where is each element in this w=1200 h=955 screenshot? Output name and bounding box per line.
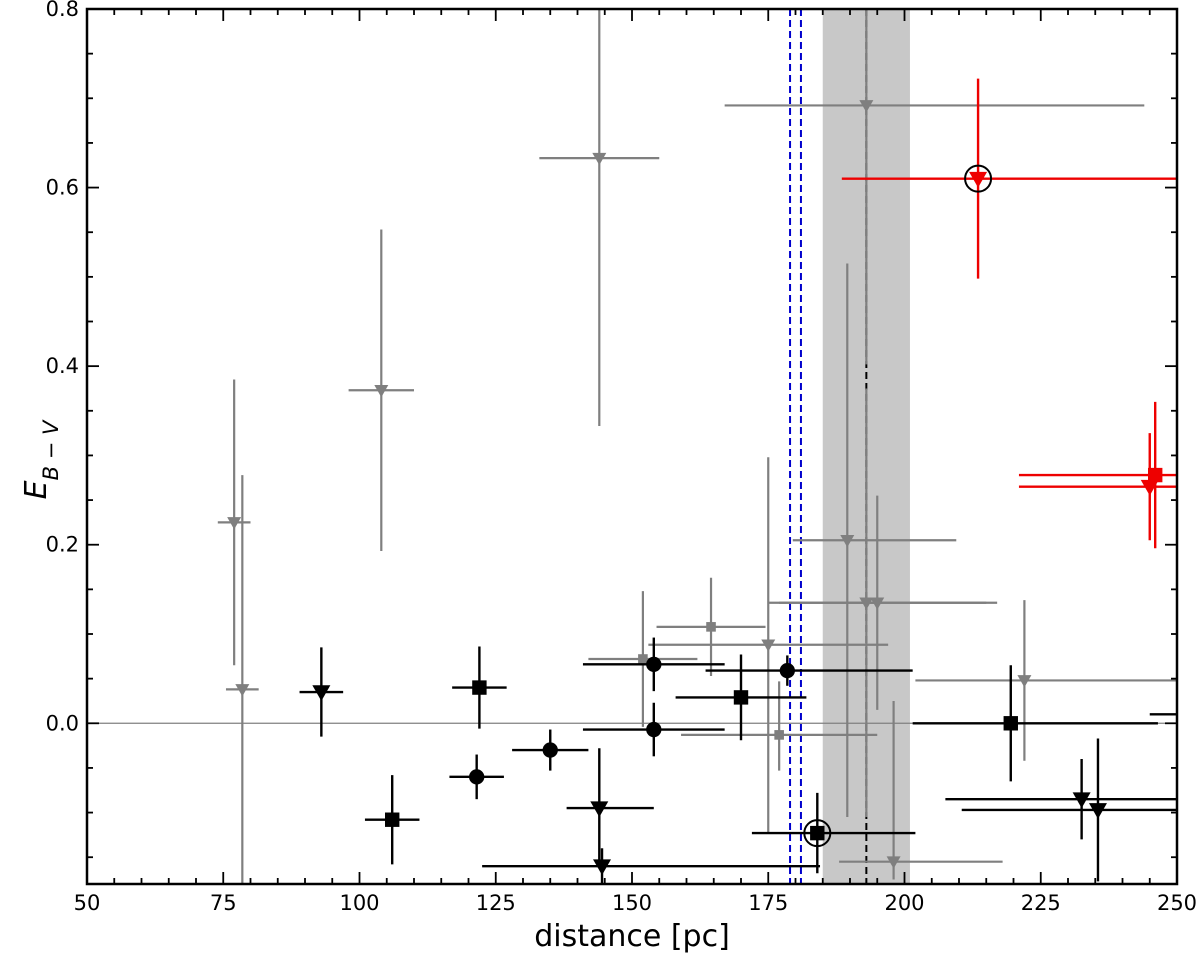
marker-triangle	[590, 801, 609, 818]
data-point-black-7	[582, 637, 725, 692]
x-tick-label: 250	[1157, 891, 1197, 915]
data-point-black-4	[512, 729, 589, 771]
x-tick-label: 225	[1021, 891, 1061, 915]
marker-triangle	[859, 100, 874, 113]
x-tick-label: 200	[884, 891, 924, 915]
x-tick-label: 100	[339, 891, 379, 915]
marker-triangle	[235, 684, 250, 697]
data-point-gray-5	[588, 591, 698, 727]
marker-square	[774, 730, 784, 740]
marker-triangle	[592, 152, 607, 166]
x-axis-label: distance [pc]	[534, 919, 730, 954]
x-tick-label: 75	[210, 891, 237, 915]
data-point-red-1	[1018, 433, 1177, 541]
data-point-gray-11	[768, 495, 987, 710]
y-axis-label: EB − V	[19, 419, 63, 499]
x-tick-label: 150	[612, 891, 652, 915]
data-point-gray-9	[792, 263, 957, 818]
data-point-gray-2	[348, 229, 414, 551]
marker-circle	[646, 656, 662, 673]
highlight-circle	[803, 819, 832, 848]
data-point-black-2	[449, 754, 504, 800]
data-point-gray-6	[656, 577, 766, 676]
y-tick-label: 0.8	[46, 0, 79, 21]
data-point-black-12	[912, 665, 1158, 782]
data-point-black-8	[582, 702, 725, 757]
marker-square	[733, 690, 749, 705]
data-point-black-14	[961, 738, 1177, 882]
data-point-black-6	[482, 848, 821, 884]
data-point-black-10	[705, 655, 913, 686]
marker-circle	[646, 721, 662, 738]
marker-triangle	[1088, 803, 1107, 819]
plot-frame	[85, 7, 1179, 886]
marker-square	[385, 812, 400, 827]
data-point-black-0	[299, 647, 344, 737]
marker-triangle	[1072, 792, 1091, 809]
marker-triangle	[840, 535, 855, 548]
marker-triangle	[969, 171, 988, 188]
marker-triangle	[227, 517, 242, 530]
data-point-gray-3	[539, 9, 660, 426]
marker-square	[1148, 467, 1163, 483]
x-tick-label: 50	[74, 891, 101, 915]
data-point-red-2	[1018, 401, 1177, 549]
y-tick-label: 0.4	[46, 354, 79, 378]
y-axis-label-sub: B − V	[39, 419, 63, 480]
marker-square	[472, 680, 487, 695]
x-tick-label: 125	[476, 891, 516, 915]
data-point-black-9	[675, 654, 807, 741]
data-point-gray-4	[724, 9, 1145, 365]
marker-triangle	[886, 856, 901, 869]
marker-square	[1003, 716, 1018, 731]
data-point-black-3	[452, 646, 507, 729]
data-point-black-13	[945, 759, 1177, 840]
data-point-black-1	[364, 775, 420, 865]
marker-square	[810, 825, 825, 841]
highlight-circle	[964, 164, 993, 193]
marker-circle	[779, 662, 795, 679]
marker-triangle	[593, 859, 612, 876]
marker-triangle	[1017, 675, 1032, 688]
y-tick-label: 0.2	[46, 533, 79, 557]
marker-square	[706, 622, 716, 632]
data-point-gray-12	[839, 700, 1003, 880]
y-tick-label: 0.0	[46, 711, 79, 735]
y-tick-label: 0.6	[46, 176, 79, 200]
marker-triangle	[374, 385, 389, 398]
data-point-black-5	[566, 748, 654, 868]
marker-triangle	[870, 597, 885, 610]
marker-triangle	[761, 639, 776, 652]
data-point-gray-13	[915, 600, 1177, 761]
x-tick-label: 175	[748, 891, 788, 915]
marker-triangle	[312, 685, 331, 702]
marker-circle	[469, 769, 485, 785]
data-point-red-0	[841, 78, 1177, 279]
marker-circle	[542, 742, 558, 758]
marker-square	[638, 654, 648, 664]
data-point-black-11	[751, 792, 916, 874]
y-axis-label-main: E	[19, 480, 54, 499]
data-point-gray-1	[225, 475, 259, 884]
data-point-gray-0	[217, 379, 251, 666]
